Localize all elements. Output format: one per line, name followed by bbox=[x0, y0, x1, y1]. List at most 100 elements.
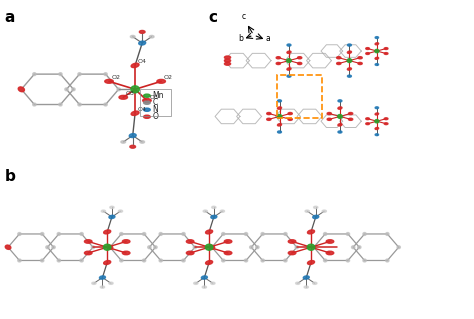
Ellipse shape bbox=[288, 113, 292, 115]
Ellipse shape bbox=[224, 59, 230, 62]
Ellipse shape bbox=[41, 233, 44, 235]
Ellipse shape bbox=[109, 282, 113, 285]
Ellipse shape bbox=[105, 79, 113, 83]
Ellipse shape bbox=[131, 111, 139, 115]
Ellipse shape bbox=[220, 210, 225, 212]
Ellipse shape bbox=[129, 134, 136, 137]
Ellipse shape bbox=[375, 37, 379, 39]
Ellipse shape bbox=[313, 215, 319, 219]
Ellipse shape bbox=[278, 100, 282, 102]
Ellipse shape bbox=[144, 94, 150, 97]
Ellipse shape bbox=[298, 57, 302, 59]
Ellipse shape bbox=[358, 63, 362, 64]
Ellipse shape bbox=[338, 131, 342, 133]
Ellipse shape bbox=[142, 259, 146, 262]
Ellipse shape bbox=[118, 210, 123, 212]
Ellipse shape bbox=[337, 63, 341, 64]
Ellipse shape bbox=[278, 131, 282, 133]
Ellipse shape bbox=[250, 246, 253, 249]
Ellipse shape bbox=[397, 246, 401, 249]
Ellipse shape bbox=[46, 246, 49, 249]
Ellipse shape bbox=[104, 73, 107, 76]
Bar bbox=[140, 89, 171, 116]
Ellipse shape bbox=[206, 230, 213, 234]
Ellipse shape bbox=[59, 103, 62, 106]
Ellipse shape bbox=[122, 240, 130, 243]
Ellipse shape bbox=[288, 240, 296, 243]
Ellipse shape bbox=[347, 59, 352, 63]
Ellipse shape bbox=[277, 107, 282, 109]
Ellipse shape bbox=[33, 103, 36, 106]
Ellipse shape bbox=[305, 210, 310, 212]
Ellipse shape bbox=[296, 282, 300, 285]
Ellipse shape bbox=[358, 246, 361, 249]
Ellipse shape bbox=[352, 246, 355, 249]
Ellipse shape bbox=[338, 107, 342, 109]
Ellipse shape bbox=[149, 35, 154, 38]
Ellipse shape bbox=[287, 44, 291, 46]
Ellipse shape bbox=[119, 233, 123, 235]
Ellipse shape bbox=[366, 123, 369, 125]
Ellipse shape bbox=[287, 75, 291, 77]
Ellipse shape bbox=[5, 245, 11, 249]
Ellipse shape bbox=[121, 141, 126, 143]
Ellipse shape bbox=[307, 244, 315, 250]
Ellipse shape bbox=[117, 88, 120, 91]
Text: c: c bbox=[209, 10, 218, 25]
Ellipse shape bbox=[277, 115, 282, 118]
Ellipse shape bbox=[130, 145, 136, 148]
Ellipse shape bbox=[276, 63, 281, 64]
Ellipse shape bbox=[308, 261, 315, 264]
Ellipse shape bbox=[386, 259, 389, 262]
Ellipse shape bbox=[101, 210, 106, 212]
Ellipse shape bbox=[375, 128, 379, 130]
Ellipse shape bbox=[130, 145, 135, 148]
Ellipse shape bbox=[148, 246, 151, 249]
Ellipse shape bbox=[313, 282, 317, 285]
Ellipse shape bbox=[314, 206, 318, 209]
Ellipse shape bbox=[119, 259, 123, 262]
Ellipse shape bbox=[375, 120, 379, 123]
Ellipse shape bbox=[298, 63, 302, 64]
Ellipse shape bbox=[143, 99, 151, 102]
Ellipse shape bbox=[206, 261, 213, 264]
Text: N: N bbox=[153, 105, 158, 114]
Ellipse shape bbox=[91, 246, 95, 249]
Ellipse shape bbox=[40, 259, 44, 262]
Ellipse shape bbox=[303, 276, 309, 279]
Ellipse shape bbox=[65, 88, 68, 91]
Ellipse shape bbox=[287, 51, 291, 53]
Text: a: a bbox=[265, 34, 270, 43]
Ellipse shape bbox=[224, 56, 230, 59]
Ellipse shape bbox=[119, 95, 128, 99]
Ellipse shape bbox=[57, 259, 61, 262]
Ellipse shape bbox=[100, 276, 105, 279]
Ellipse shape bbox=[78, 73, 81, 76]
Text: O2: O2 bbox=[111, 75, 120, 80]
Ellipse shape bbox=[224, 62, 230, 65]
Ellipse shape bbox=[323, 259, 327, 262]
Ellipse shape bbox=[84, 251, 92, 255]
Ellipse shape bbox=[284, 259, 287, 262]
Ellipse shape bbox=[366, 53, 369, 55]
Ellipse shape bbox=[103, 244, 111, 250]
Ellipse shape bbox=[144, 115, 150, 118]
Ellipse shape bbox=[304, 286, 309, 288]
Ellipse shape bbox=[267, 118, 271, 120]
Text: O: O bbox=[153, 112, 158, 121]
Ellipse shape bbox=[18, 87, 25, 92]
Ellipse shape bbox=[288, 118, 292, 120]
Ellipse shape bbox=[143, 233, 146, 235]
Ellipse shape bbox=[110, 206, 114, 209]
Ellipse shape bbox=[92, 282, 96, 285]
Ellipse shape bbox=[384, 48, 388, 49]
Ellipse shape bbox=[222, 233, 225, 235]
Ellipse shape bbox=[211, 215, 217, 219]
Ellipse shape bbox=[276, 57, 281, 59]
Text: O4: O4 bbox=[137, 59, 146, 64]
Ellipse shape bbox=[224, 251, 232, 255]
Ellipse shape bbox=[209, 245, 215, 249]
Ellipse shape bbox=[159, 259, 163, 262]
Ellipse shape bbox=[140, 141, 145, 143]
Ellipse shape bbox=[338, 100, 342, 102]
